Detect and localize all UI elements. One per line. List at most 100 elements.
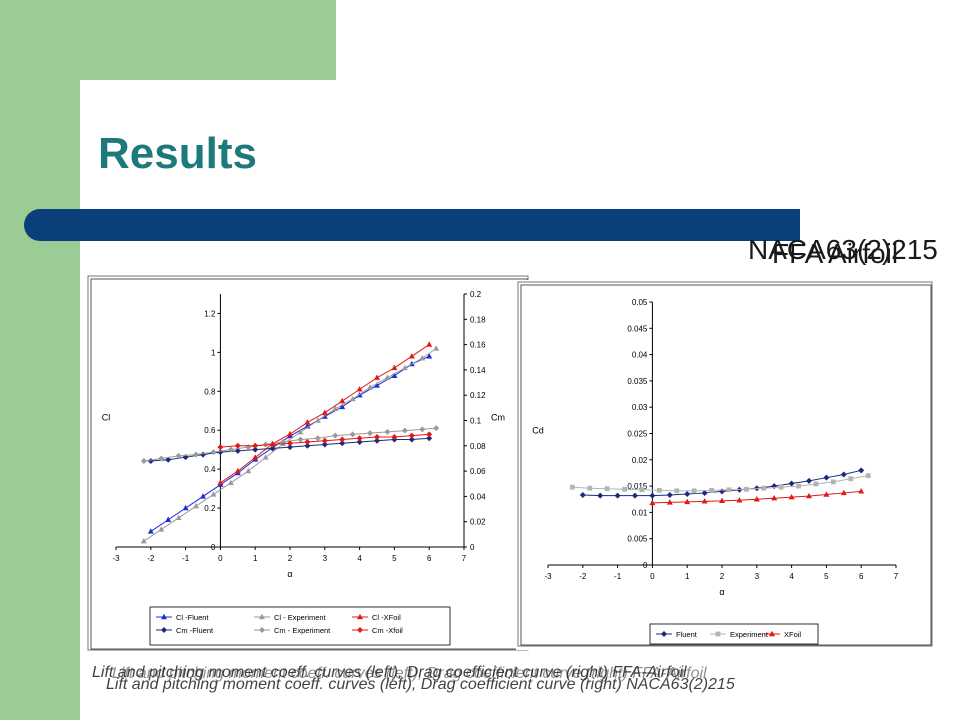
series-point [426, 431, 433, 438]
series-point [726, 487, 732, 493]
series-point [408, 353, 415, 359]
series-point [419, 426, 426, 433]
x-tick-label: 3 [323, 554, 328, 563]
series-point [234, 447, 241, 454]
series-point [701, 498, 708, 504]
series-point [193, 502, 200, 509]
series-point [604, 486, 610, 492]
series-point [217, 479, 224, 485]
series-point [691, 488, 697, 494]
airfoil-label-ffa: FFA Airfoil [772, 238, 899, 269]
x-tick-label: 3 [755, 572, 760, 581]
y-tick-label: 0.02 [632, 456, 648, 465]
series-point [356, 386, 363, 392]
y-tick-label: 1.2 [204, 309, 216, 318]
series-line [143, 348, 437, 542]
series-point [304, 419, 311, 425]
series-point [840, 471, 847, 478]
series-point [840, 489, 847, 496]
series-point [245, 467, 252, 474]
series-point [147, 528, 154, 534]
series-point [753, 496, 760, 502]
x-tick-label: -1 [614, 572, 622, 581]
legend-marker [161, 613, 167, 620]
y-axis-label: Cl [102, 413, 111, 423]
y-tick-label: 0.04 [632, 351, 648, 360]
y-tick-label: 0.025 [627, 430, 648, 439]
y2-tick-label: 0.04 [470, 492, 486, 501]
series-line [143, 427, 437, 462]
series-point [165, 516, 172, 522]
series-point [709, 487, 714, 493]
series-point [252, 446, 259, 453]
x-tick-label: -1 [182, 554, 190, 563]
x-tick-label: 5 [392, 554, 397, 563]
x-tick-label: 7 [462, 554, 467, 563]
series-point [823, 474, 830, 481]
slide-title: Results [98, 129, 257, 178]
series-point [374, 437, 380, 444]
series-point [304, 439, 311, 446]
series-point [865, 473, 871, 478]
series-point [165, 456, 172, 463]
series-point [848, 476, 854, 482]
series-point [736, 497, 743, 503]
series-point [674, 488, 680, 494]
series-point [210, 491, 217, 497]
series-point [332, 405, 339, 412]
title-rule [24, 209, 800, 241]
series-point [719, 488, 725, 495]
series-point [234, 467, 241, 474]
series-point [356, 435, 363, 442]
series-line [572, 475, 869, 492]
series-point [182, 504, 189, 511]
series-point [252, 454, 259, 460]
series-point [771, 494, 778, 501]
series-point [147, 457, 154, 464]
series-point [262, 441, 269, 448]
legend-marker [357, 613, 363, 620]
series-point [806, 492, 812, 499]
y2-tick-label: 0.2 [470, 290, 482, 299]
y-tick-label: 0.2 [204, 504, 216, 513]
series-point [227, 446, 234, 453]
y-tick-label: 0.005 [627, 535, 648, 544]
x-tick-label: 5 [824, 572, 829, 581]
series-point [587, 485, 593, 491]
top-green-block [80, 0, 336, 80]
series-point [297, 436, 304, 443]
series-point [321, 437, 328, 444]
y-tick-label: 0.045 [627, 324, 648, 333]
series-point [743, 486, 749, 492]
series-point [374, 433, 380, 440]
legend-label: Cl -XFoil [372, 613, 401, 622]
legend-label: Cl - Experiment [274, 613, 327, 622]
x-tick-label: 0 [218, 554, 223, 563]
lift-moment-chart: 0 0.2 0.4 0.6 0.8 1 1.2 -3 -2 -1 0 1 2 3 4 5 6 7 α Cl 0 0.02 0… [87, 275, 529, 651]
series-point [614, 492, 621, 499]
legend-box [149, 606, 451, 646]
series-point [339, 436, 346, 443]
series-point [858, 488, 865, 494]
caption-ffa-ghost: Lift and pitching moment coeff. curves (… [112, 665, 707, 682]
series-point [193, 451, 200, 458]
chart-frame-outer [517, 281, 933, 647]
y-tick-label: 1 [211, 348, 216, 357]
series-point [158, 455, 165, 462]
legend-marker [715, 631, 721, 637]
series-point [210, 449, 217, 456]
series-point [391, 433, 398, 440]
series-point [656, 487, 662, 493]
caption-ffa: Lift and pitching moment coeff. curves (… [92, 664, 687, 681]
x-tick-label: 0 [650, 572, 655, 581]
x-tick-label: 6 [859, 572, 864, 581]
y-tick-label: 0.03 [632, 403, 648, 412]
y2-tick-label: 0.06 [470, 467, 486, 476]
series-point [140, 457, 147, 464]
legend-label: Cm -Fluent [176, 626, 214, 635]
legend-marker [259, 627, 265, 633]
series-point [252, 442, 259, 449]
series-point [401, 427, 408, 434]
y2-tick-label: 0.16 [470, 341, 486, 350]
series-point [269, 445, 276, 452]
